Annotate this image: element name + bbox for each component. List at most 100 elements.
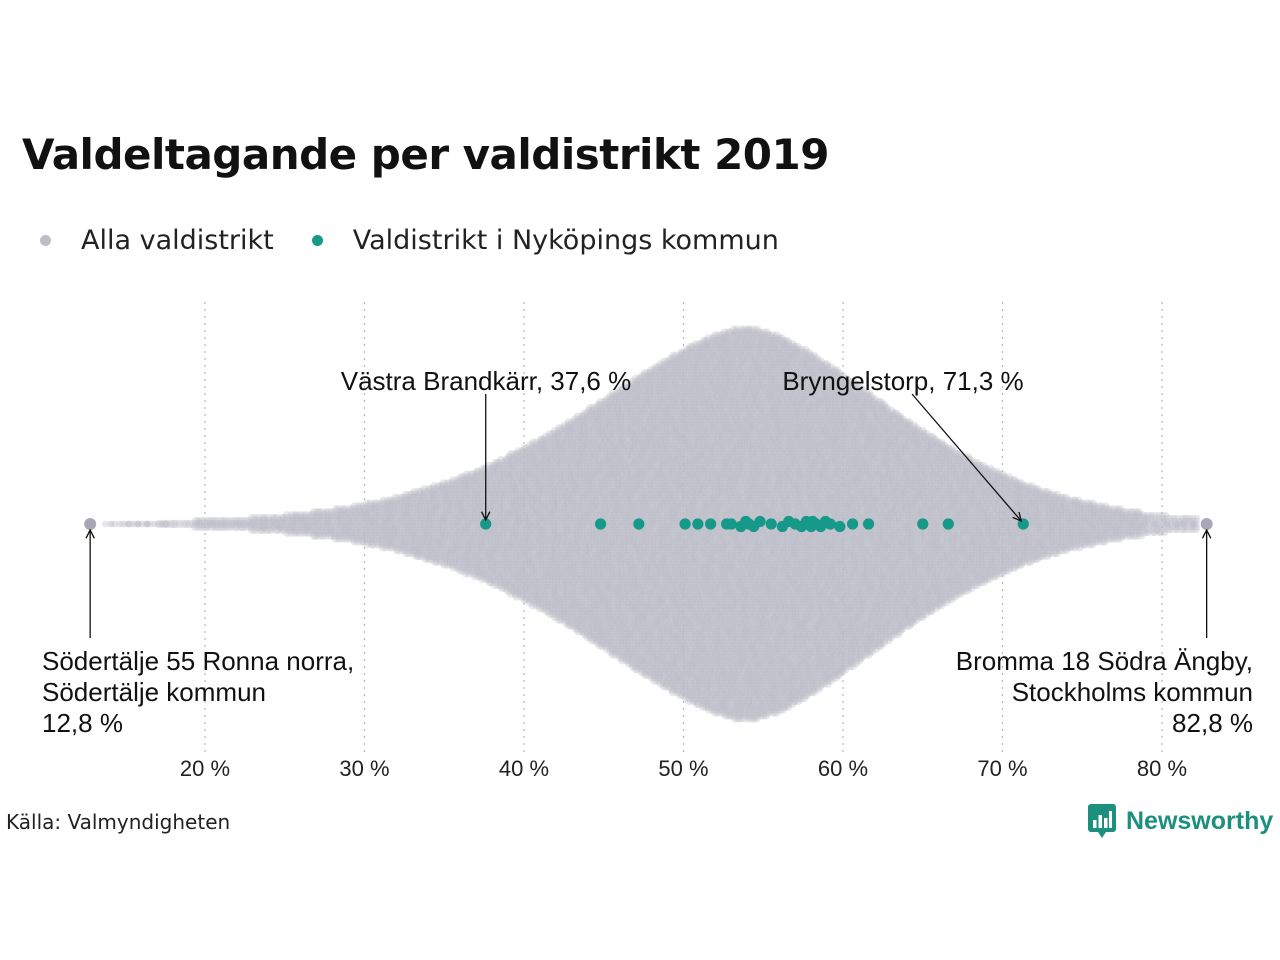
district-point [309, 519, 318, 529]
district-point [280, 525, 289, 534]
district-point [273, 514, 282, 523]
district-point [305, 528, 314, 537]
district-point [229, 519, 238, 529]
district-point [247, 519, 257, 529]
district-point [264, 514, 273, 523]
district-point [276, 522, 286, 532]
district-point [302, 516, 311, 526]
district-point [311, 531, 320, 540]
district-point [300, 522, 309, 532]
district-point [312, 525, 322, 534]
district-point [281, 516, 290, 526]
district-point [316, 525, 325, 534]
district-point [305, 514, 315, 523]
district-point [312, 522, 322, 532]
district-point [211, 522, 220, 532]
district-point [241, 522, 251, 532]
district-point [314, 514, 324, 523]
district-point [296, 511, 305, 520]
district-point [245, 516, 254, 526]
district-point [255, 522, 265, 532]
district-point [303, 519, 312, 529]
district-point [315, 522, 325, 532]
district-point [203, 522, 212, 532]
district-point [297, 522, 306, 532]
district-point [289, 516, 299, 526]
district-point [280, 519, 290, 529]
district-point [258, 514, 268, 523]
district-point [306, 525, 315, 534]
district-point [287, 514, 297, 523]
district-point [217, 519, 226, 529]
district-point [254, 514, 264, 523]
district-point [258, 522, 268, 532]
district-point [293, 525, 302, 534]
district-point [280, 522, 290, 532]
district-point [242, 516, 251, 526]
district-point [213, 519, 222, 529]
district-point [188, 519, 197, 529]
district-point [308, 522, 317, 532]
district-point [204, 519, 214, 529]
district-point [267, 516, 276, 526]
district-point [260, 514, 269, 523]
district-point [197, 522, 206, 532]
district-point [299, 528, 309, 537]
district-point [252, 522, 261, 532]
district-point [295, 528, 305, 537]
district-point [264, 525, 273, 534]
district-point [169, 519, 178, 529]
district-point [238, 522, 248, 532]
district-point [270, 514, 280, 523]
district-point [319, 511, 328, 520]
district-point [206, 516, 216, 526]
district-point [235, 516, 245, 526]
district-point [289, 519, 299, 529]
district-point [318, 514, 327, 523]
district-point [194, 522, 203, 532]
district-point [196, 516, 206, 526]
legend: Alla valdistrikt Valdistrikt i Nyköpings… [40, 222, 817, 258]
all-districts-swarm [84, 325, 1213, 723]
district-point [279, 514, 289, 523]
district-point [284, 522, 293, 532]
district-point [251, 514, 260, 523]
district-point [302, 528, 312, 537]
district-point [277, 514, 287, 523]
district-point [319, 519, 329, 529]
district-point [261, 525, 271, 534]
district-point [251, 519, 260, 529]
district-point [292, 519, 302, 529]
district-point [217, 516, 226, 526]
district-point [309, 516, 318, 526]
district-point [313, 508, 322, 517]
legend-item-all: Alla valdistrikt [40, 225, 274, 256]
district-point [293, 511, 302, 520]
district-point [289, 522, 299, 532]
district-point [315, 528, 324, 537]
district-point [232, 522, 242, 532]
district-point [311, 516, 320, 526]
district-point [312, 511, 322, 520]
district-point [249, 516, 258, 526]
district-point [306, 511, 315, 520]
district-point [200, 522, 210, 532]
district-point [222, 522, 232, 532]
district-point [271, 525, 281, 534]
district-point [290, 511, 299, 520]
district-point [308, 514, 318, 523]
district-point [246, 519, 255, 529]
district-point [318, 522, 328, 532]
district-point [305, 519, 314, 529]
district-point [201, 519, 211, 529]
district-point [302, 514, 312, 523]
district-point [192, 516, 201, 526]
district-point [197, 519, 206, 529]
district-point [284, 516, 293, 526]
district-point [207, 522, 216, 532]
district-point [308, 511, 318, 520]
district-point [276, 519, 286, 529]
district-point [270, 516, 279, 526]
district-point [260, 522, 269, 532]
legend-dot-icon [311, 234, 323, 246]
